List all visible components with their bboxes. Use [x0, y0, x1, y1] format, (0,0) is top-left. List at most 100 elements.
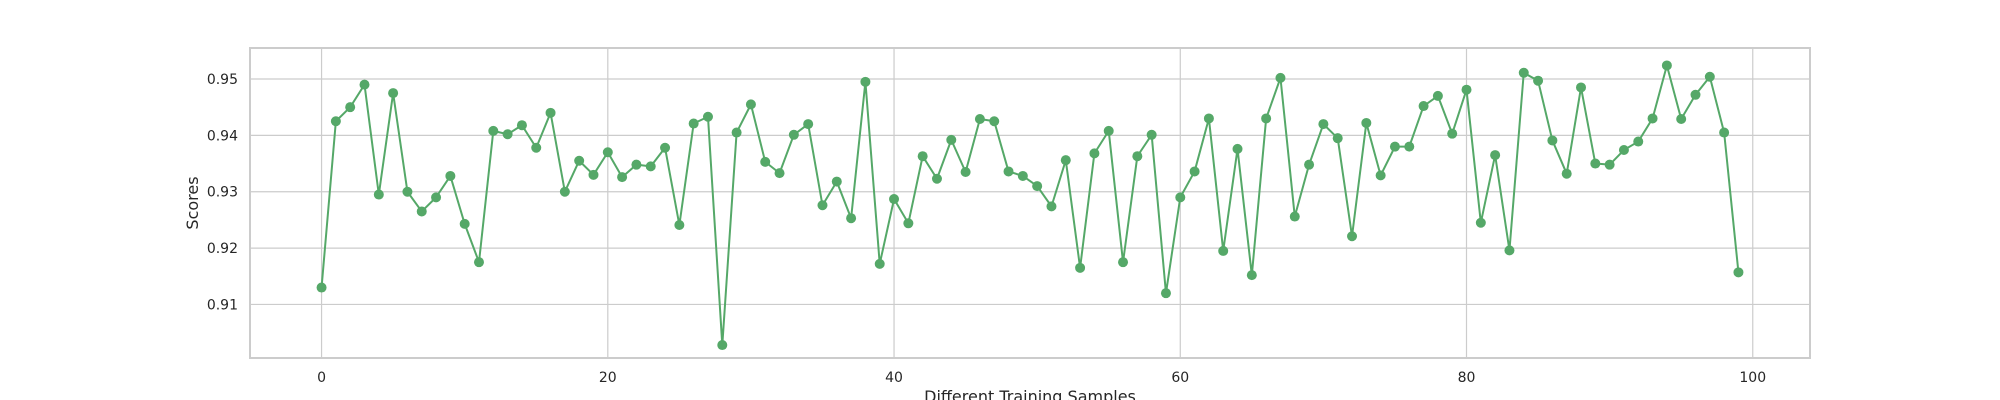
data-point [1089, 148, 1100, 159]
y-tick-label: 0.93 [207, 185, 238, 201]
y-axis-label: Scores [183, 176, 202, 229]
data-point [1633, 136, 1644, 147]
data-point [1676, 114, 1687, 125]
data-point [545, 107, 556, 118]
data-point [388, 88, 399, 99]
data-point [431, 192, 442, 203]
data-point [1332, 133, 1343, 144]
data-point [702, 111, 713, 122]
data-point [1046, 201, 1057, 212]
data-point [1733, 267, 1744, 278]
data-point [874, 258, 885, 269]
data-point [660, 142, 671, 153]
series-layer [316, 60, 1744, 351]
data-point [960, 167, 971, 177]
data-point [1075, 262, 1086, 273]
data-point [1418, 101, 1429, 112]
data-point [946, 134, 957, 145]
data-point [631, 159, 642, 170]
data-point [1661, 60, 1672, 71]
y-tick-label: 0.94 [207, 128, 238, 144]
data-point [989, 116, 1000, 127]
data-point [1561, 168, 1572, 179]
data-point [1690, 89, 1701, 100]
data-point [860, 76, 871, 87]
data-point [1618, 145, 1629, 156]
data-point [1232, 143, 1243, 154]
x-tick-label: 0 [317, 370, 326, 386]
data-point [1475, 217, 1486, 228]
data-point [1347, 231, 1358, 242]
data-point [931, 173, 942, 184]
data-point [1533, 75, 1544, 86]
data-point [345, 102, 356, 113]
data-point [1404, 141, 1415, 152]
data-point [974, 114, 985, 125]
data-point [645, 161, 656, 172]
data-point [1275, 72, 1286, 83]
data-point [817, 200, 828, 211]
data-point [788, 129, 799, 140]
data-point [330, 116, 341, 127]
data-point [531, 142, 542, 153]
x-tick-label: 20 [599, 370, 617, 386]
y-tick-label: 0.92 [207, 241, 238, 257]
data-point [445, 170, 456, 181]
data-point [1318, 119, 1329, 130]
data-point [402, 186, 413, 197]
x-tick-label: 60 [1171, 370, 1189, 386]
data-point [917, 151, 928, 162]
data-point [760, 156, 771, 167]
data-point [359, 79, 370, 90]
data-point [473, 257, 484, 268]
data-point [1604, 159, 1615, 170]
y-tick-labels: 0.91 0.92 0.93 0.94 0.95 [207, 72, 238, 313]
data-point [516, 120, 527, 131]
data-point [717, 340, 728, 351]
data-point [1590, 158, 1601, 169]
data-point [1389, 141, 1400, 152]
data-point [745, 99, 756, 110]
data-point [1175, 192, 1186, 203]
data-point [774, 168, 785, 179]
data-point [803, 119, 814, 130]
data-point [1719, 127, 1730, 138]
data-point [846, 213, 857, 224]
data-point [1547, 135, 1558, 146]
x-tick-label: 40 [885, 370, 903, 386]
data-point [416, 206, 427, 217]
data-point [1576, 82, 1587, 93]
data-point [1189, 166, 1200, 177]
data-point [1132, 151, 1143, 162]
data-point [1461, 84, 1472, 95]
data-point [1060, 155, 1071, 166]
data-point [688, 118, 699, 129]
data-point [559, 186, 570, 197]
data-point [1032, 181, 1043, 192]
data-point [488, 125, 499, 136]
series-line [320, 64, 1740, 347]
data-point [373, 189, 384, 200]
data-point [1160, 288, 1171, 299]
data-point [1017, 170, 1028, 181]
data-point [1246, 270, 1257, 281]
data-point [1490, 150, 1501, 161]
data-point [1704, 71, 1715, 82]
data-point [459, 218, 470, 229]
data-point [588, 169, 599, 180]
data-point [1647, 113, 1658, 124]
plot-background [250, 48, 1810, 358]
data-point [502, 129, 513, 140]
data-point [903, 218, 914, 229]
x-axis-label: Different Training Samples [924, 387, 1136, 400]
data-point [1432, 90, 1443, 101]
data-point [1118, 257, 1129, 268]
x-tick-label: 100 [1739, 370, 1766, 386]
data-point [831, 176, 842, 187]
data-point [1518, 67, 1529, 78]
data-point [1504, 245, 1515, 256]
x-tick-label: 80 [1458, 370, 1476, 386]
data-point [316, 282, 327, 293]
data-point [1218, 245, 1229, 256]
